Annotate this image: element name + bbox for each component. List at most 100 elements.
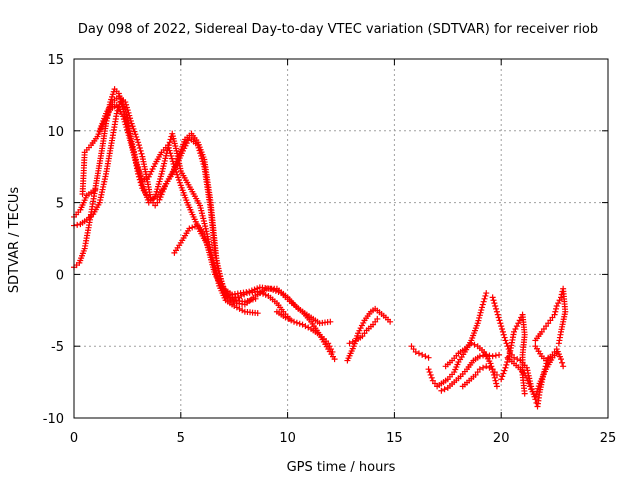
data-point <box>138 150 145 157</box>
data-point <box>113 110 120 117</box>
data-point <box>499 325 506 332</box>
data-point <box>493 371 500 378</box>
data-point <box>498 376 505 383</box>
data-point <box>482 292 489 299</box>
data-point <box>123 104 130 111</box>
y-tick-label: 0 <box>56 268 64 283</box>
data-point <box>503 340 510 347</box>
data-point <box>492 352 499 359</box>
data-point <box>246 288 253 295</box>
data-point <box>481 295 488 302</box>
data-point <box>425 366 432 373</box>
series-track-11 <box>425 290 490 390</box>
data-point <box>327 318 334 325</box>
data-point <box>176 179 183 186</box>
data-point <box>425 354 432 361</box>
data-point <box>267 285 274 292</box>
data-point <box>412 348 419 355</box>
data-point <box>123 101 130 108</box>
data-point <box>504 343 511 350</box>
data-point <box>74 221 81 228</box>
data-point <box>502 364 509 371</box>
data-point <box>252 295 259 302</box>
data-point <box>165 144 172 151</box>
data-point <box>555 340 562 347</box>
data-point <box>329 348 336 355</box>
data-point <box>558 294 565 301</box>
series-track-8 <box>344 305 394 364</box>
data-point <box>244 297 251 304</box>
data-point <box>168 152 175 159</box>
data-point <box>119 103 126 110</box>
data-point <box>493 383 500 390</box>
data-point <box>203 239 210 246</box>
data-point <box>524 377 531 384</box>
data-point <box>476 366 483 373</box>
data-point <box>427 371 434 378</box>
data-point <box>137 172 144 179</box>
data-point <box>331 356 338 363</box>
x-tick-label: 25 <box>600 431 617 446</box>
data-point <box>204 241 211 248</box>
data-point <box>527 383 534 390</box>
data-point <box>124 107 131 114</box>
data-point <box>555 300 562 307</box>
series-track-6 <box>171 222 338 363</box>
data-point <box>525 380 532 387</box>
data-point <box>92 186 99 193</box>
data-point <box>204 244 211 251</box>
data-point <box>120 113 127 120</box>
data-point <box>422 353 429 360</box>
data-point <box>260 290 267 297</box>
data-point <box>202 236 209 243</box>
data-point <box>553 302 560 309</box>
data-point <box>127 115 134 122</box>
data-point <box>135 142 142 149</box>
data-point <box>291 318 298 325</box>
series-track-14 <box>459 363 500 390</box>
data-point <box>254 285 261 292</box>
y-axis-label: SDTVAR / TECUs <box>7 187 22 294</box>
data-point <box>118 100 125 107</box>
data-point <box>133 133 140 140</box>
data-point <box>476 314 483 321</box>
data-point <box>553 305 560 312</box>
data-point <box>476 353 483 360</box>
data-point <box>475 317 482 324</box>
data-point <box>474 320 481 327</box>
data-point <box>126 112 133 119</box>
data-point <box>468 340 475 347</box>
data-point <box>124 126 131 133</box>
chart-title: Day 098 of 2022, Sidereal Day-to-day VTE… <box>78 22 598 37</box>
data-point <box>496 317 503 324</box>
data-point <box>140 183 147 190</box>
data-point <box>556 297 563 304</box>
y-tick-label: 5 <box>56 197 64 212</box>
data-point <box>164 142 171 149</box>
data-point <box>130 125 137 132</box>
data-point <box>415 350 422 357</box>
data-point <box>249 296 256 303</box>
data-point <box>480 298 487 305</box>
data-point <box>156 196 163 203</box>
data-point <box>493 308 500 315</box>
data-point <box>136 170 143 177</box>
data-point <box>175 177 182 184</box>
y-tick-label: -10 <box>43 412 64 427</box>
data-point <box>493 380 500 387</box>
data-point <box>302 323 309 330</box>
data-point <box>124 129 131 136</box>
data-point <box>127 117 134 124</box>
data-point <box>477 309 484 316</box>
data-point <box>201 231 208 238</box>
data-point <box>495 314 502 321</box>
data-point <box>161 183 168 190</box>
data-point <box>496 351 503 358</box>
series-track-18 <box>532 343 567 370</box>
data-point <box>121 118 128 125</box>
data-point <box>174 171 181 178</box>
data-point <box>426 369 433 376</box>
data-point <box>158 191 165 198</box>
data-point <box>175 174 182 181</box>
data-point <box>293 319 300 326</box>
